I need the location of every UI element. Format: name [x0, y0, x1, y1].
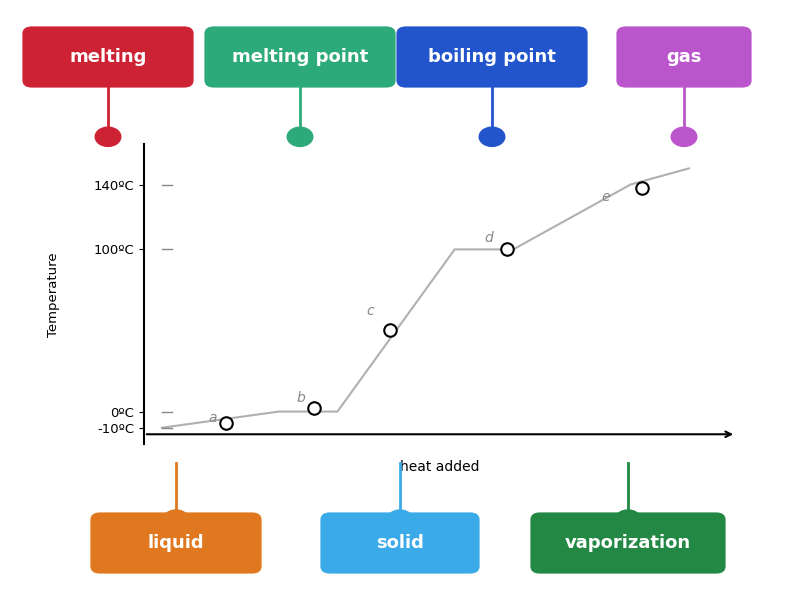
- Text: Temperature: Temperature: [46, 253, 60, 337]
- Text: e: e: [601, 190, 610, 204]
- Text: heat added: heat added: [400, 460, 480, 474]
- Text: gas: gas: [666, 48, 702, 66]
- Text: solid: solid: [376, 534, 424, 552]
- Text: b: b: [296, 391, 305, 405]
- Text: vaporization: vaporization: [565, 534, 691, 552]
- Text: liquid: liquid: [148, 534, 204, 552]
- Text: boiling point: boiling point: [428, 48, 556, 66]
- Text: d: d: [484, 230, 493, 245]
- Text: melting point: melting point: [232, 48, 368, 66]
- Text: a: a: [209, 410, 217, 425]
- Text: melting: melting: [70, 48, 146, 66]
- Text: c: c: [366, 304, 374, 317]
